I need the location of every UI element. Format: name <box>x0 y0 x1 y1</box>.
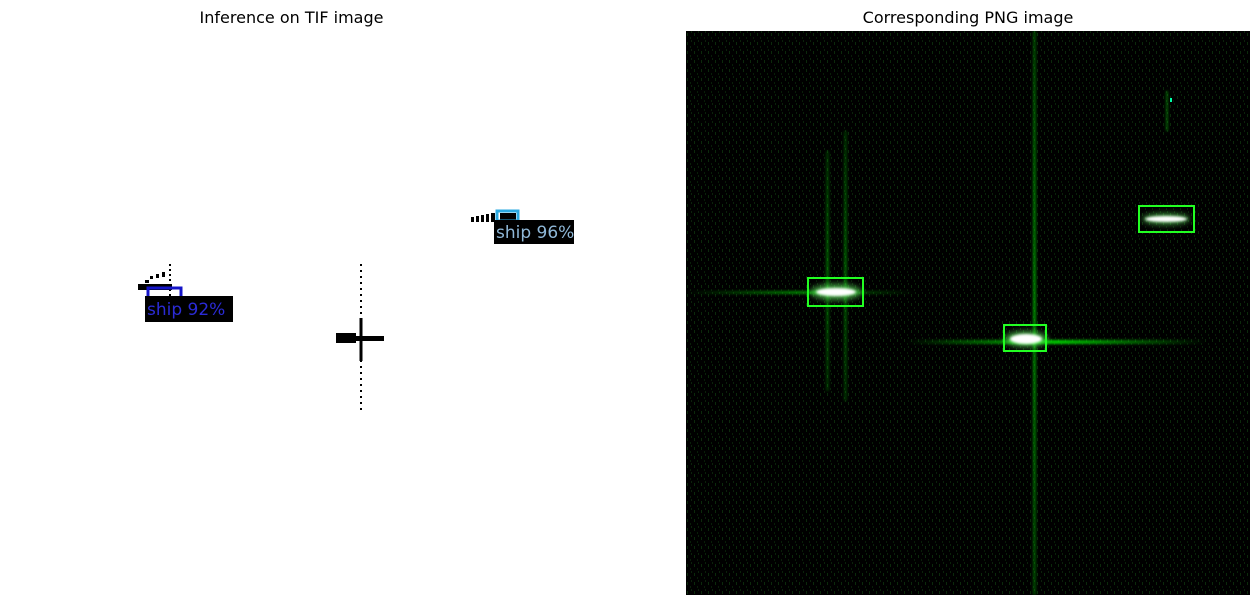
png-box-left <box>807 277 864 307</box>
right-panel-title: Corresponding PNG image <box>862 8 1074 27</box>
sar-sidelobes <box>686 31 1206 595</box>
png-image-canvas <box>686 31 1250 595</box>
png-box-right <box>1138 205 1195 233</box>
png-image <box>686 31 1250 595</box>
tif-center-target <box>336 264 384 411</box>
sar-ship-returns <box>810 98 1190 347</box>
png-detection-boxes <box>807 205 1195 352</box>
png-box-center <box>1003 324 1047 352</box>
left-panel-title: Inference on TIF image <box>199 8 384 27</box>
detection-label-bg-96 <box>494 220 574 244</box>
detection-label-92: ship 92% <box>147 300 225 320</box>
detection-label-bg-92 <box>145 296 233 322</box>
tif-inference-image: ship 92% ship 96% <box>0 31 583 595</box>
tif-image-canvas: ship 92% ship 96% <box>138 209 574 411</box>
sar-background-noise <box>686 31 1250 595</box>
tif-ship-right <box>471 213 516 222</box>
detection-label-96: ship 96% <box>496 223 574 243</box>
